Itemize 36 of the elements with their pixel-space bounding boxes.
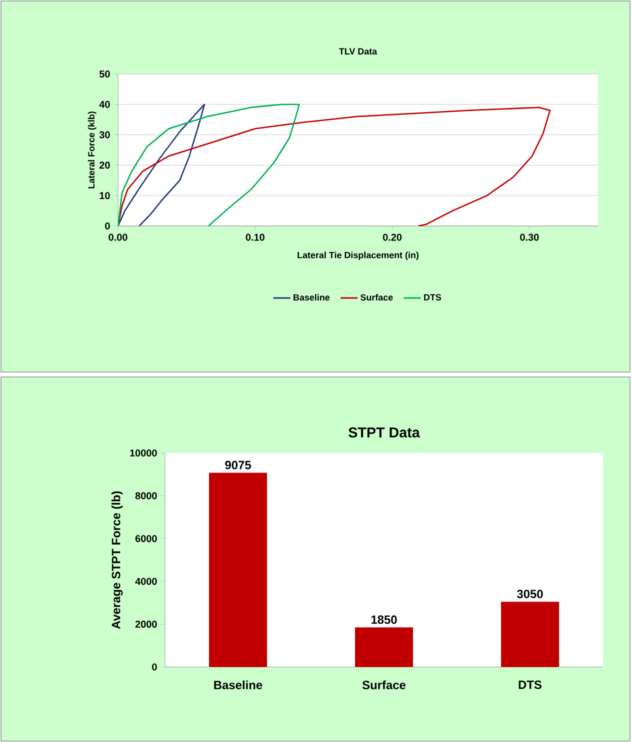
y-axis-title: Lateral Force (klb) bbox=[88, 112, 96, 188]
data-label: 9075 bbox=[225, 460, 251, 470]
x-axis-title: Lateral Tie Displacement (in) bbox=[298, 252, 419, 260]
y-axis-title: Average STPT Force (lb) bbox=[111, 491, 123, 629]
y-tick-label: 50 bbox=[99, 70, 110, 78]
legend-label: DTS bbox=[424, 294, 442, 300]
x-tick-label: Baseline bbox=[214, 680, 262, 690]
x-tick-label: 0.30 bbox=[520, 234, 539, 241]
x-tick-label: 0.10 bbox=[246, 234, 264, 241]
bar bbox=[501, 602, 560, 667]
x-tick-label: 0.00 bbox=[108, 234, 128, 241]
y-tick-label: 0 bbox=[105, 222, 110, 230]
y-tick-label: 10000 bbox=[130, 449, 157, 457]
y-tick-label: 30 bbox=[99, 131, 110, 138]
bar bbox=[209, 472, 268, 667]
chart-title: TLV Data bbox=[339, 48, 378, 55]
data-label: 1850 bbox=[371, 615, 397, 624]
y-tick-label: 40 bbox=[99, 100, 110, 108]
y-tick-label: 20 bbox=[99, 162, 110, 169]
data-label: 3050 bbox=[516, 590, 543, 598]
line-series bbox=[118, 104, 206, 226]
y-tick-label: 0 bbox=[152, 663, 157, 671]
legend-label: Surface bbox=[360, 294, 393, 301]
legend-label: Baseline bbox=[294, 294, 330, 301]
chart-title: STPT Data bbox=[348, 427, 420, 438]
x-tick-label: Surface bbox=[362, 680, 406, 690]
y-tick-label: 6000 bbox=[135, 535, 157, 542]
y-tick-label: 2000 bbox=[135, 620, 157, 628]
bar bbox=[355, 627, 414, 667]
x-tick-label: 0.20 bbox=[382, 234, 402, 241]
line-series bbox=[118, 106, 551, 226]
y-tick-label: 4000 bbox=[135, 578, 157, 585]
y-tick-label: 10 bbox=[100, 192, 110, 200]
y-tick-label: 8000 bbox=[135, 492, 157, 500]
x-tick-label: DTS bbox=[518, 680, 542, 689]
line-series bbox=[118, 104, 300, 226]
